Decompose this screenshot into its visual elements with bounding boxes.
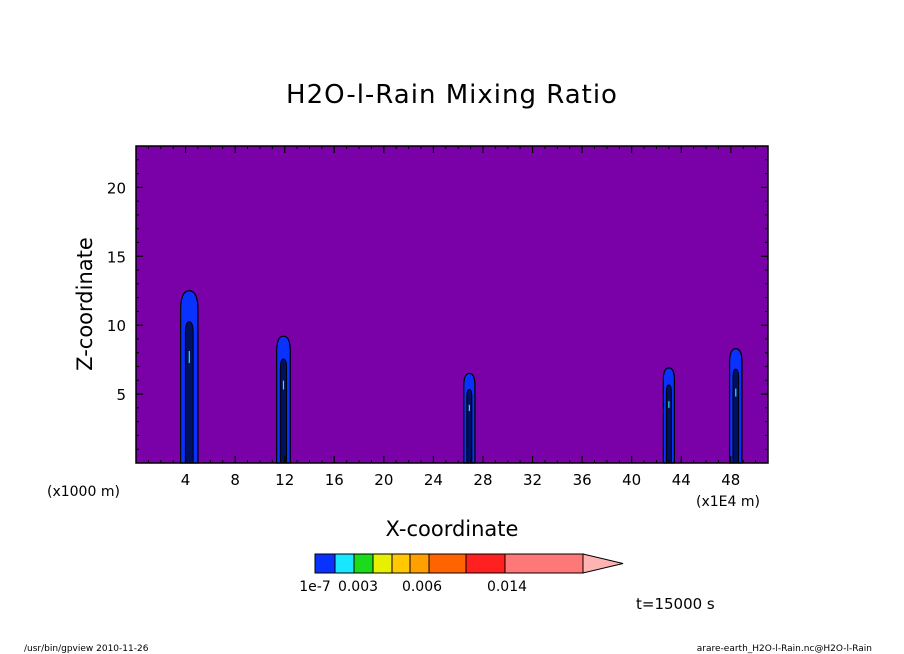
y-tick-label: 15 <box>107 248 126 266</box>
chart-title: H2O-l-Rain Mixing Ratio <box>286 80 618 110</box>
x-tick-label: 4 <box>181 471 191 489</box>
plot-background <box>136 146 768 463</box>
colorbar-swatch <box>428 553 467 574</box>
plot-frame <box>135 145 769 464</box>
x-tick-label: 44 <box>672 471 691 489</box>
rain-feature-5 <box>728 348 743 464</box>
x-unit-right: (x1E4 m) <box>696 494 760 510</box>
x-tick-label: 36 <box>573 471 592 489</box>
x-tick-label: 24 <box>424 471 443 489</box>
x-tick-label: 40 <box>622 471 641 489</box>
colorbar-swatch <box>334 553 355 574</box>
y-tick-label: 5 <box>116 386 126 404</box>
colorbar-label: 0.014 <box>487 579 527 595</box>
colorbar <box>314 553 624 574</box>
x-tick-label: 28 <box>473 471 492 489</box>
time-label: t=15000 s <box>636 595 715 613</box>
colorbar-label: 0.006 <box>402 579 442 595</box>
x-axis-ticks: 4 8 12 16 20 24 28 32 36 40 44 48 <box>135 146 769 489</box>
x-unit-left: (x1000 m) <box>47 484 120 500</box>
footer-right: arare-earth_H2O-l-Rain.nc@H2O-l-Rain <box>697 644 872 654</box>
colorbar-swatch <box>391 553 411 574</box>
colorbar-swatch <box>353 553 374 574</box>
x-tick-label: 32 <box>523 471 542 489</box>
y-axis-label: Z-coordinate <box>73 237 97 371</box>
y-tick-label: 20 <box>107 179 126 197</box>
colorbar-swatch <box>465 553 506 574</box>
x-axis-label: X-coordinate <box>386 517 519 541</box>
colorbar-extend-triangle <box>582 553 624 574</box>
rain-feature-4 <box>662 367 676 464</box>
x-tick-label: 20 <box>374 471 393 489</box>
x-tick-label: 8 <box>230 471 240 489</box>
colorbar-labels: 1e-7 0.003 0.006 0.014 <box>299 579 527 595</box>
x-tick-label: 16 <box>325 471 344 489</box>
colorbar-swatch <box>504 553 584 574</box>
colorbar-label: 1e-7 <box>299 579 330 595</box>
colorbar-swatch <box>372 553 393 574</box>
footer-left: /usr/bin/gpview 2010-11-26 <box>24 644 149 654</box>
y-tick-label: 10 <box>107 317 126 335</box>
x-tick-label: 12 <box>275 471 294 489</box>
x-tick-label: 48 <box>721 471 740 489</box>
rain-feature-2 <box>276 335 291 464</box>
colorbar-swatch <box>409 553 430 574</box>
y-axis-ticks: 5 10 15 20 <box>107 145 768 450</box>
rain-feature-3 <box>463 372 476 464</box>
colorbar-label: 0.003 <box>338 579 378 595</box>
rain-features <box>180 290 743 464</box>
rain-feature-1 <box>180 290 199 464</box>
colorbar-swatch <box>314 553 336 574</box>
